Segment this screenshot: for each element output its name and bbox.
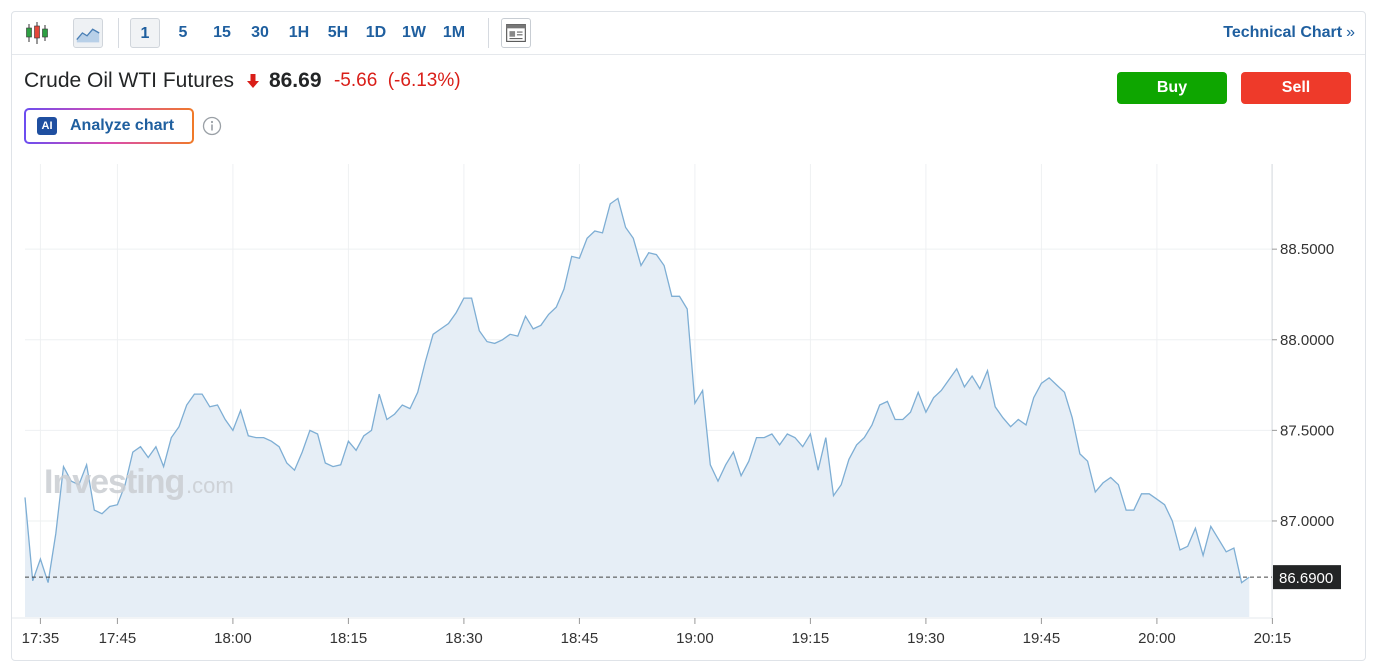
last-price-tag-bg: [1273, 565, 1341, 590]
x-tick-label: 18:45: [561, 630, 599, 647]
y-tick-label: 87.5000: [1280, 422, 1334, 439]
timeframe-15[interactable]: 15: [213, 24, 231, 41]
toolbar-separator: [488, 18, 489, 48]
x-tick-label: 18:30: [445, 630, 483, 647]
y-tick-label: 87.0000: [1280, 513, 1334, 530]
x-tick-label: 19:45: [1023, 630, 1061, 647]
area-chart-icon[interactable]: [73, 18, 103, 48]
technical-chart-label: Technical Chart: [1223, 24, 1343, 41]
timeframe-5[interactable]: 5: [178, 24, 188, 41]
arrow-down-icon: [246, 74, 259, 88]
price-chart[interactable]: Investing .com 88.5000 88.0000 87.5000 87.00…: [12, 12, 1366, 661]
x-tick-label: 19:00: [676, 630, 714, 647]
price-area-fill: [25, 198, 1250, 617]
instrument-name: Crude Oil WTI Futures: [24, 69, 235, 92]
instrument-header: Crude Oil WTI Futures 86.69 -5.66 (-6.13…: [24, 69, 461, 97]
chart-widget: 1 5 15 30 1H 5H 1D 1W 1M Technical Chart…: [11, 11, 1366, 661]
x-tick-label: 20:15: [1254, 630, 1292, 647]
x-tick-label: 17:35: [22, 630, 60, 647]
timeframe-30[interactable]: 30: [251, 24, 269, 41]
technical-chart-link[interactable]: Technical Chart»: [1223, 24, 1355, 42]
double-chevron-right-icon: »: [1346, 24, 1355, 41]
last-price-tag-label: 86.6900: [1279, 570, 1333, 587]
timeframe-1d[interactable]: 1D: [365, 24, 387, 41]
last-price: 86.69: [268, 69, 322, 92]
y-tick-label: 88.5000: [1280, 241, 1334, 258]
analyze-chart-button[interactable]: AI Analyze chart: [24, 108, 194, 144]
ai-chat-icon: AI: [37, 117, 57, 135]
newspaper-icon[interactable]: [501, 18, 531, 48]
x-tick-label: 18:00: [214, 630, 252, 647]
candlestick-chart-icon[interactable]: [22, 18, 52, 48]
y-tick-label: 88.0000: [1280, 332, 1334, 349]
sell-button[interactable]: Sell: [1241, 72, 1351, 104]
price-line: [24, 197, 1250, 584]
timeframe-1[interactable]: 1: [130, 18, 160, 48]
analyze-chart-label: Analyze chart: [70, 117, 175, 134]
timeframe-1h[interactable]: 1H: [288, 24, 310, 41]
timeframe-1w[interactable]: 1W: [402, 24, 426, 41]
x-tick-label: 19:15: [792, 630, 830, 647]
x-tick-label: 19:30: [907, 630, 945, 647]
info-icon[interactable]: [202, 116, 222, 136]
x-tick-label: 20:00: [1138, 630, 1176, 647]
buy-button[interactable]: Buy: [1117, 72, 1227, 104]
timeframe-1m[interactable]: 1M: [442, 24, 466, 41]
x-tick-label: 18:15: [330, 630, 368, 647]
investing-watermark: Investing .com: [44, 463, 234, 501]
watermark-suffix: .com: [186, 473, 234, 498]
watermark-brand: Investing: [44, 463, 184, 501]
timeframe-5h[interactable]: 5H: [327, 24, 349, 41]
x-tick-label: 17:45: [99, 630, 137, 647]
chart-toolbar: 1 5 15 30 1H 5H 1D 1W 1M Technical Chart…: [12, 12, 1365, 55]
x-axis-ticks: 17:35 17:45 18:00 18:15 18:30 18:45 19:00 19:15…: [12, 617, 1292, 647]
price-change-percent: (-6.13%): [387, 70, 461, 91]
toolbar-separator: [118, 18, 119, 48]
y-axis-ticks: 88.5000 88.0000 87.5000 87.0000: [1272, 241, 1334, 530]
last-price-tag: 86.6900: [1273, 565, 1341, 590]
price-change: -5.66: [333, 70, 378, 91]
